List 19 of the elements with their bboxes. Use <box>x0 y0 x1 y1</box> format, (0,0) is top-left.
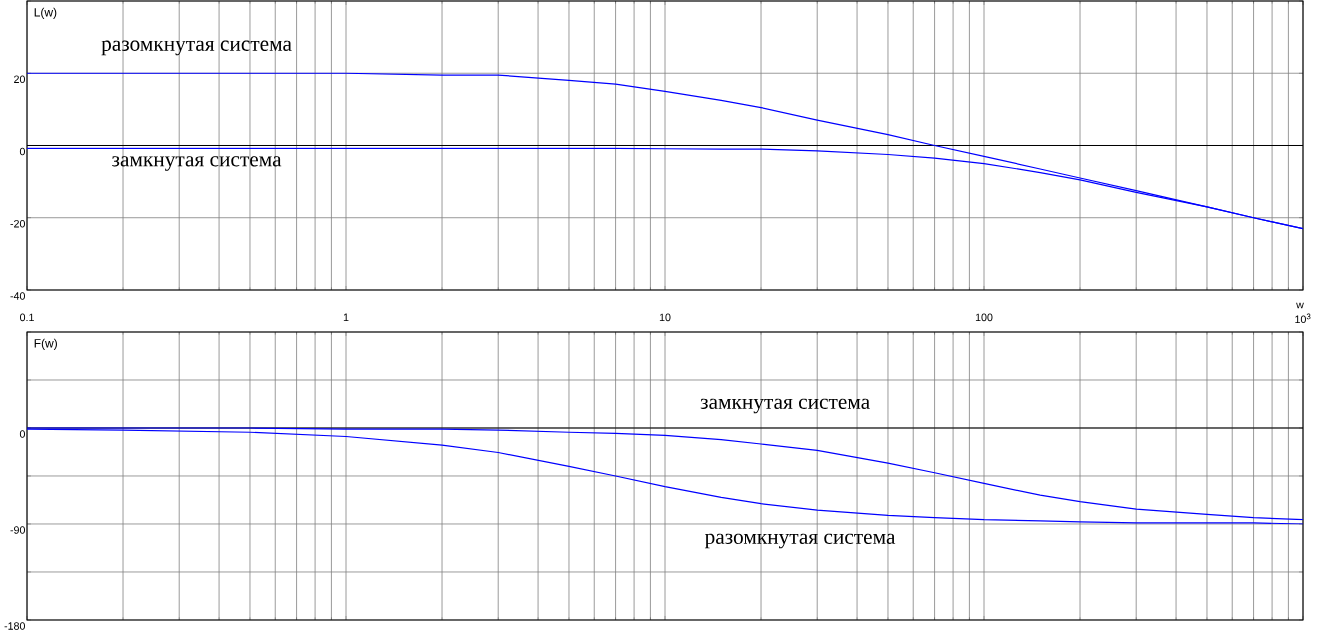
series-label: замкнутая система <box>112 156 282 171</box>
x-tick-label: 10$^{3}$ <box>1295 313 1311 324</box>
y-tick-label: -40 <box>10 292 25 300</box>
x-axis-title: w <box>1296 302 1304 309</box>
y-tick-label: 0 <box>19 147 25 156</box>
y-tick-label: 0 <box>19 430 25 438</box>
series-label: разомкнутая система <box>704 533 896 549</box>
y-axis-title: F(w) <box>34 338 57 350</box>
x-tick-label: 100 <box>975 313 993 322</box>
x-tick-label: 0.1 <box>20 313 34 322</box>
y-axis-title: L(w) <box>34 7 57 19</box>
series-label: разомкнутая система <box>101 40 292 56</box>
series-label: замкнутая система <box>700 398 870 414</box>
y-tick-label: -20 <box>10 219 25 228</box>
x-tick-label: 1 <box>343 313 349 321</box>
x-tick-label: 10 <box>659 313 671 322</box>
y-tick-label: 20 <box>14 75 25 84</box>
y-tick-label: -180 <box>4 622 25 630</box>
y-tick-label: -90 <box>10 526 25 534</box>
